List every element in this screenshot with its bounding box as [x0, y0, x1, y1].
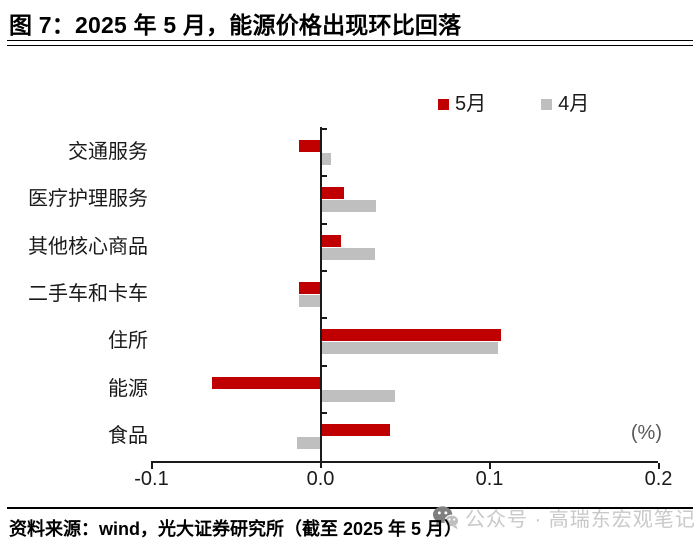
y-tick	[320, 269, 327, 272]
figure-title: 图 7：2025 年 5 月，能源价格出现环比回落	[9, 12, 462, 38]
y-tick	[320, 317, 327, 320]
x-axis-unit-label: (%)	[630, 422, 662, 444]
legend-swatch-may	[438, 98, 449, 110]
x-tick	[657, 462, 660, 469]
bar-april	[320, 200, 377, 213]
bar-may	[320, 423, 390, 436]
legend-item-may: 5月	[438, 94, 486, 114]
bar-april	[296, 436, 321, 449]
source-note: 资料来源：wind，光大证券研究所（截至 2025 年 5 月）	[9, 519, 463, 539]
chart-legend: 5月 4月	[438, 92, 589, 116]
bar-may	[320, 329, 502, 342]
legend-swatch-april	[541, 98, 553, 110]
legend-label-may: 5月	[455, 93, 487, 115]
x-tick-label: 0.2	[644, 468, 673, 490]
legend-item-april: 4月	[541, 94, 589, 114]
bar-april	[320, 153, 331, 165]
x-tick	[150, 462, 153, 469]
bar-april	[298, 294, 321, 307]
watermark-text: 公众号 · 高瑞东宏观笔记	[465, 509, 696, 531]
bar-may	[298, 281, 321, 294]
category-label: 交通服务	[68, 141, 148, 163]
title-rule	[7, 40, 693, 46]
category-label: 二手车和卡车	[28, 282, 148, 305]
bar-may	[320, 234, 341, 247]
y-tick	[320, 364, 327, 367]
bar-april	[320, 389, 395, 402]
x-tick	[488, 462, 491, 469]
category-label: 能源	[108, 377, 148, 400]
bar-may	[212, 376, 321, 389]
x-axis	[151, 460, 658, 463]
y-tick	[320, 222, 327, 225]
y-tick	[320, 175, 327, 178]
x-tick-label: 0.0	[306, 468, 335, 490]
bar-may	[320, 187, 345, 200]
y-axis	[319, 127, 322, 468]
bar-april	[320, 342, 498, 355]
category-label: 其他核心商品	[28, 235, 148, 258]
category-label: 食品	[108, 424, 148, 447]
category-label: 住所	[108, 330, 148, 353]
x-tick-label: -0.1	[134, 468, 169, 490]
wechat-logo-icon	[432, 504, 459, 531]
legend-label-april: 4月	[558, 93, 590, 115]
bar-may	[298, 140, 321, 152]
x-tick-label: 0.1	[475, 468, 504, 490]
bar-april	[320, 247, 375, 260]
y-tick	[320, 411, 327, 414]
footer-rule	[7, 507, 693, 509]
category-label: 医疗护理服务	[28, 188, 148, 211]
y-tick	[320, 128, 327, 130]
watermark: 公众号 · 高瑞东宏观笔记	[432, 503, 696, 532]
